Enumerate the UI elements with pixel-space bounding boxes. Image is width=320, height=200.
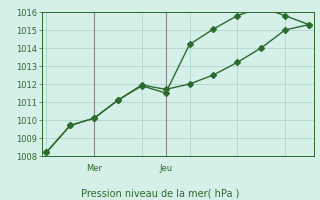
Text: Mer: Mer	[86, 164, 102, 173]
Text: Jeu: Jeu	[159, 164, 172, 173]
Text: Pression niveau de la mer( hPa ): Pression niveau de la mer( hPa )	[81, 188, 239, 198]
